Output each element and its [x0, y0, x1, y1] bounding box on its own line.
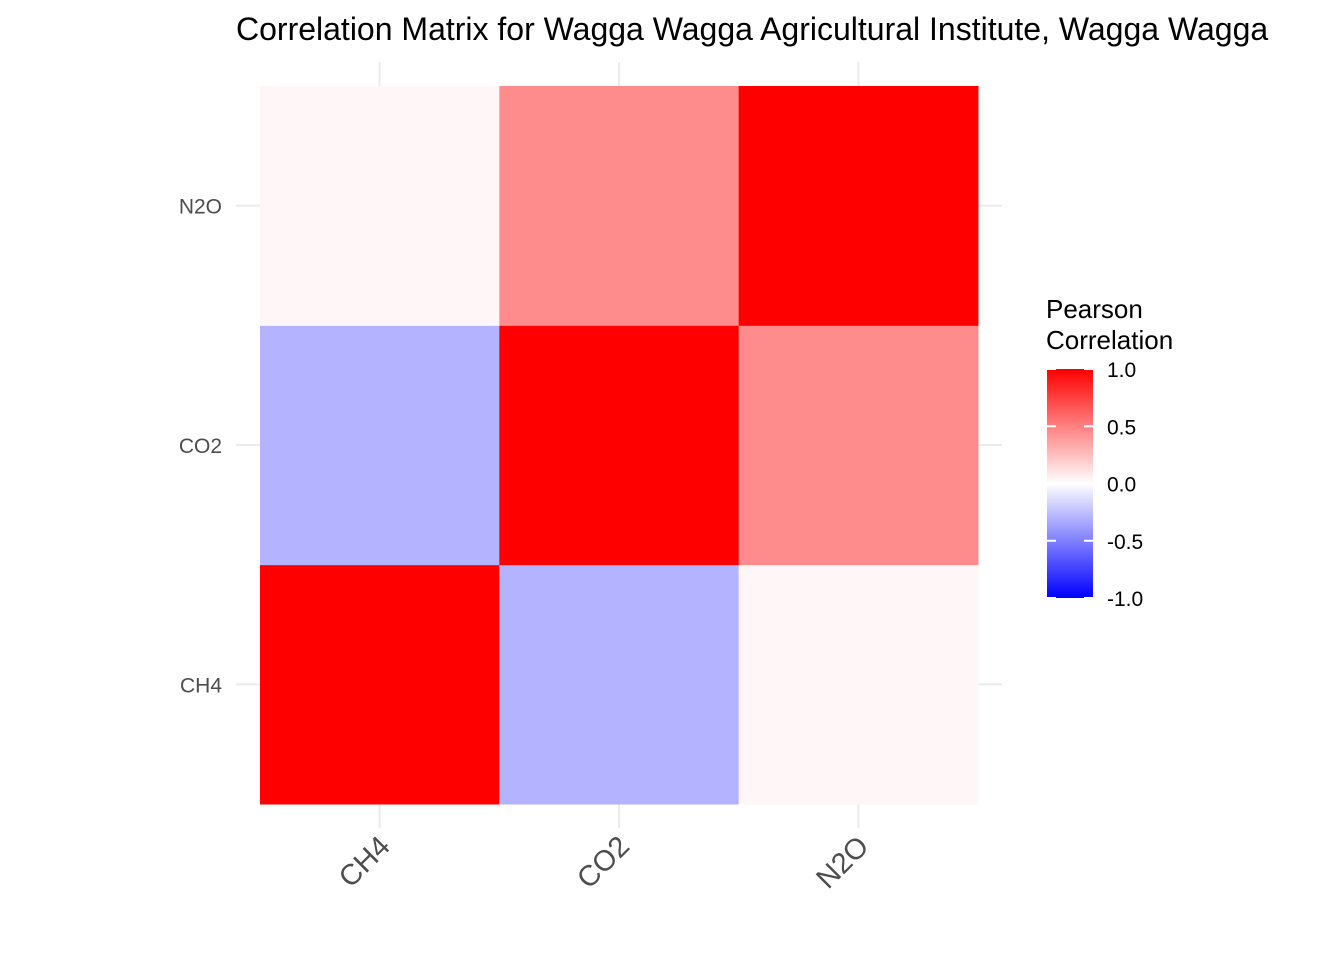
heatmap-cell-ch4-ch4 — [260, 564, 500, 805]
heatmap-cell-n2o-ch4 — [738, 564, 979, 805]
heatmap-cell-n2o-n2o — [738, 86, 979, 326]
heatmap-cell-co2-ch4 — [499, 564, 740, 805]
heatmap-cell-n2o-co2 — [738, 325, 979, 566]
legend-title-line-1: Pearson — [1046, 294, 1143, 324]
chart-title: Correlation Matrix for Wagga Wagga Agric… — [236, 11, 1268, 47]
legend-tick-label: 0.5 — [1107, 416, 1136, 439]
legend-tick-label: -0.5 — [1107, 531, 1143, 554]
legend-tick-label: -1.0 — [1107, 588, 1143, 611]
legend-tick-label: 1.0 — [1107, 359, 1136, 382]
heatmap-cell-ch4-n2o — [260, 86, 500, 326]
heatmap-cell-co2-co2 — [499, 325, 740, 566]
x-tick-label-ch4: CH4 — [333, 830, 397, 894]
y-tick-label-n2o: N2O — [179, 196, 222, 219]
y-tick-label-co2: CO2 — [179, 435, 222, 458]
color-legend: Pearson Correlation 1.0 0.5 0.0 -0.5 -1.0 — [1046, 294, 1173, 611]
legend-tick-label: 0.0 — [1107, 474, 1136, 497]
y-tick-label-ch4: CH4 — [180, 674, 222, 697]
legend-title-line-2: Correlation — [1046, 325, 1173, 355]
heatmap-cells — [260, 86, 979, 805]
x-axis: CH4 CO2 N2O — [333, 830, 875, 895]
heatmap-cell-ch4-co2 — [260, 325, 500, 566]
heatmap-cell-co2-n2o — [499, 86, 740, 326]
x-tick-label-n2o: N2O — [810, 830, 875, 895]
y-axis: CH4 CO2 N2O — [179, 196, 223, 698]
legend-ticks: 1.0 0.5 0.0 -0.5 -1.0 — [1047, 359, 1143, 611]
x-tick-label-co2: CO2 — [571, 830, 636, 895]
